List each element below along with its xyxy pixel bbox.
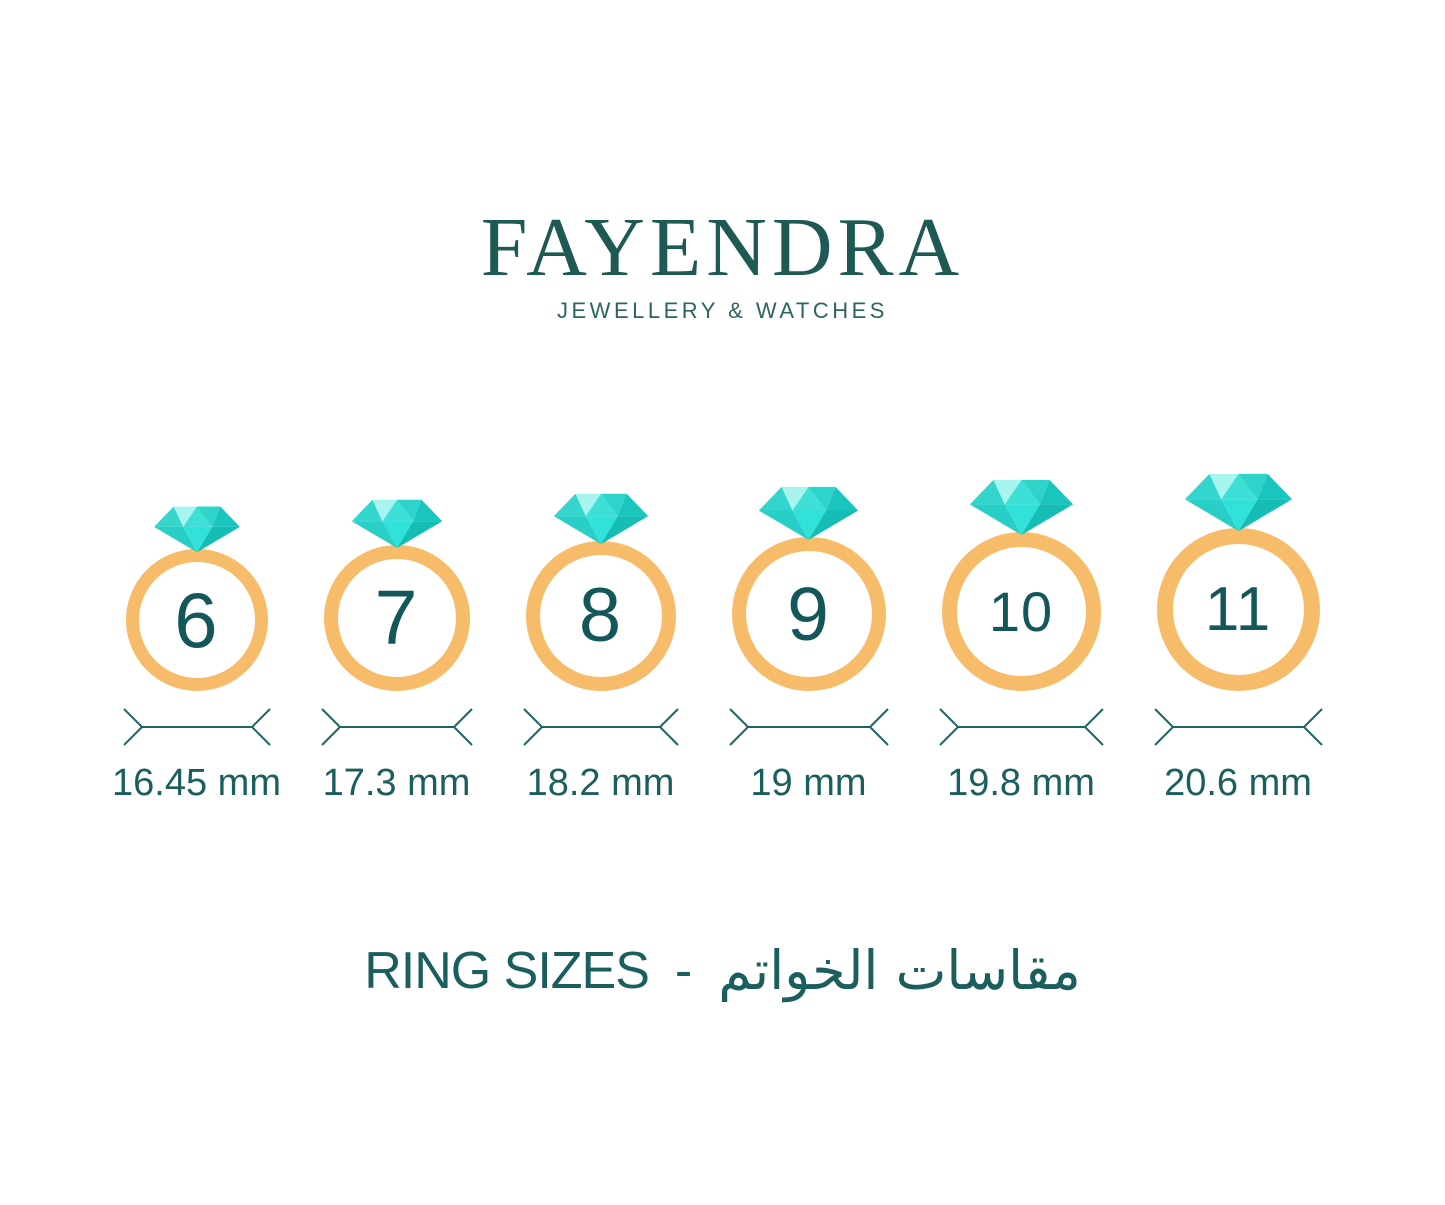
diamond-icon: [553, 492, 649, 545]
ring-band: 6: [125, 549, 268, 691]
diameter-label: 19.8 mm: [947, 762, 1095, 804]
diamond-icon: [969, 478, 1074, 536]
ring-band: 7: [323, 545, 470, 691]
diamond-icon: [1184, 472, 1293, 532]
diameter-arrow-icon: [1153, 705, 1324, 749]
ring-size-number: 11: [1204, 574, 1272, 644]
diameter-arrow-icon: [728, 705, 890, 749]
title-separator: -: [674, 941, 693, 1000]
brand-tagline: JEWELLERY & WATCHES: [557, 298, 888, 323]
ring-size-number: 9: [787, 571, 830, 656]
brand-logo: FAYENDRA JEWELLERY & WATCHES: [0, 0, 1445, 322]
ring-sizes-title-en: RING SIZES: [364, 941, 650, 1000]
brand-name: FAYENDRA: [480, 201, 965, 294]
diamond-icon: [351, 498, 443, 549]
diameter-arrow-icon: [522, 705, 680, 749]
footer-title: RING SIZES - مقاسات الخواتم: [0, 939, 1445, 1002]
diameter-label: 16.45 mm: [112, 762, 281, 804]
ring-size-number: 6: [174, 576, 219, 664]
diameter-arrow-icon: [938, 705, 1105, 749]
ring-size-number: 7: [374, 574, 419, 661]
diameter-label: 20.6 mm: [1164, 762, 1312, 804]
diameter-label: 18.2 mm: [526, 762, 675, 804]
ring-band: 11: [1156, 528, 1320, 691]
diameter-arrow-icon: [320, 705, 474, 749]
diamond-icon: [153, 505, 241, 553]
ring-band: 9: [731, 537, 886, 691]
diameter-arrow-icon: [122, 705, 272, 749]
ring-item: 7 17.3 mm: [320, 498, 474, 807]
ring-item: 10 19.8 mm: [938, 478, 1105, 807]
diameter-label: 17.3 mm: [322, 762, 471, 804]
ring-band: 8: [525, 541, 676, 691]
diamond-icon: [758, 485, 859, 541]
ring-size-number: 10: [988, 579, 1054, 643]
ring-size-number: 8: [578, 573, 623, 658]
diameter-label: 19 mm: [750, 762, 867, 804]
ring-band: 10: [941, 532, 1101, 691]
ring-item: 8 18.2 mm: [522, 492, 680, 807]
ring-item: 6 16.45 mm: [112, 505, 281, 807]
ring-item: 11 20.6 mm: [1153, 472, 1324, 807]
ring-sizes-title-ar: مقاسات الخواتم: [718, 939, 1081, 1002]
ring-item: 9 19 mm: [728, 485, 890, 807]
rings-chart: 6 16.45 mm 7 17.3 mm 8: [0, 472, 1445, 807]
